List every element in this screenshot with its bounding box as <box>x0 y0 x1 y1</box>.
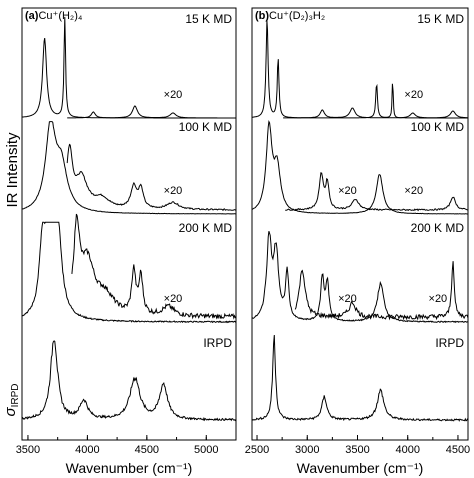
panel-b: (b)Cu⁺(D₂)₃H₂ 2500 3000 3500 4000 4500 Wavenum… <box>245 7 470 476</box>
panel-molecule: Cu⁺(D₂)₃H₂ <box>269 10 325 22</box>
x-tick-label: 3000 <box>295 444 319 456</box>
panel-title: (a)Cu⁺(H₂)₄ <box>25 10 83 22</box>
x-tick-label: 3500 <box>16 444 40 456</box>
x-tick-label: 5000 <box>194 444 218 456</box>
sigma-subscript: IRPD <box>10 384 21 408</box>
x-tick-label: 4000 <box>395 444 419 456</box>
sigma-symbol: σ <box>2 406 19 416</box>
y-axis-label-sigma: σIRPD <box>2 384 21 417</box>
spectrum-line <box>21 340 237 422</box>
spectrum-line <box>251 119 469 215</box>
spectrum-line <box>21 121 237 215</box>
trace-label: IRPD <box>435 336 464 350</box>
scale-factor-label: ×20 <box>164 185 183 197</box>
scale-factor-label: ×20 <box>429 293 448 305</box>
trace-label: 200 K MD <box>411 221 465 235</box>
trace-label: 100 K MD <box>411 120 465 134</box>
plot-frame <box>251 7 469 441</box>
plot-frame <box>21 7 237 441</box>
scaled-spectrum-line <box>66 143 237 212</box>
x-tick-label: 4500 <box>135 444 159 456</box>
scale-factor-label: ×20 <box>404 89 423 101</box>
scaled-spectrum-line <box>71 213 237 320</box>
trace-label: 15 K MD <box>185 12 232 26</box>
y-axis-label-ir-intensity: IR Intensity <box>4 132 21 208</box>
trace-label: 200 K MD <box>179 221 233 235</box>
scale-factor-label: ×20 <box>164 89 183 101</box>
scaled-spectrum-line <box>67 105 236 119</box>
spectrum-line <box>251 20 468 119</box>
panel-title: (b)Cu⁺(D₂)₃H₂ <box>255 10 325 22</box>
x-axis-label: Wavenumber (cm⁻¹) <box>297 460 424 476</box>
spectrum-line <box>21 221 237 324</box>
scaled-spectrum-line <box>283 107 468 119</box>
scale-factor-label: ×20 <box>338 185 357 197</box>
scale-factor-label: ×20 <box>164 293 183 305</box>
scale-factor-label: ×20 <box>404 185 423 197</box>
x-tick-label: 4500 <box>446 444 470 456</box>
scaled-spectrum-line <box>285 172 468 212</box>
trace-label: 15 K MD <box>417 12 464 26</box>
trace-label: IRPD <box>203 336 232 350</box>
spectrum-line <box>251 231 469 324</box>
trace-label: 100 K MD <box>179 120 233 134</box>
panel-molecule: Cu⁺(H₂)₄ <box>38 10 82 22</box>
x-axis-label: Wavenumber (cm⁻¹) <box>66 460 193 476</box>
x-tick-label: 3500 <box>345 444 369 456</box>
scaled-spectrum-line <box>294 261 469 321</box>
x-tick-label: 4000 <box>75 444 99 456</box>
spectrum-line <box>21 16 236 119</box>
panel-letter: (b) <box>255 10 269 22</box>
panel-letter: (a) <box>25 10 39 22</box>
spectrum-line <box>251 334 469 422</box>
x-tick-label: 2500 <box>245 444 269 456</box>
scale-factor-label: ×20 <box>338 293 357 305</box>
